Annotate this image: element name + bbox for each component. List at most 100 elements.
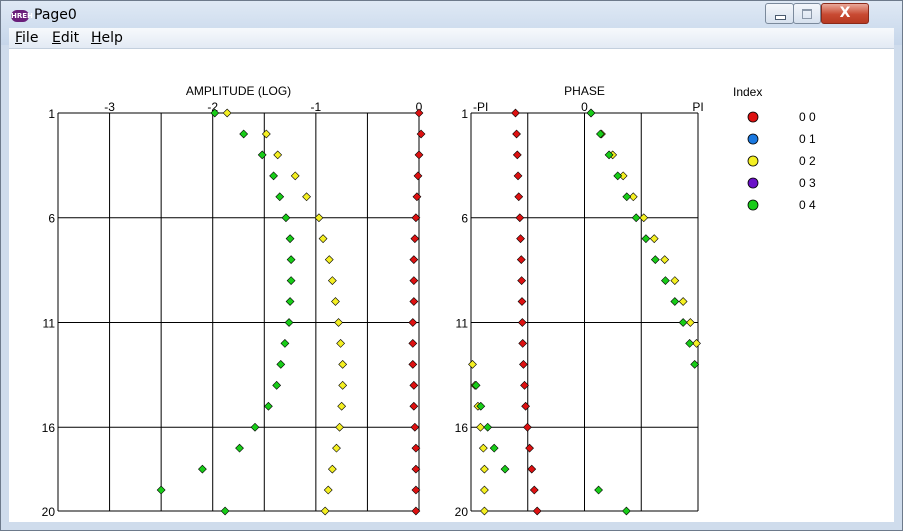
- data-point: [409, 297, 419, 306]
- data-point: [586, 108, 596, 118]
- data-point: [336, 339, 345, 348]
- data-point: [409, 276, 419, 285]
- legend-title: Index: [733, 85, 762, 99]
- data-point: [641, 234, 651, 244]
- y-tick-label: 6: [461, 212, 468, 226]
- data-point: [324, 255, 334, 265]
- data-point: [318, 234, 328, 244]
- data-point: [314, 213, 324, 223]
- data-point: [198, 464, 207, 474]
- data-point: [327, 276, 337, 285]
- data-point: [483, 422, 493, 432]
- data-point: [639, 213, 649, 223]
- data-point: [412, 192, 422, 202]
- maximize-icon: [802, 9, 812, 19]
- data-point: [414, 150, 424, 160]
- x-tick-label: -1: [311, 100, 322, 114]
- legend-marker: [747, 155, 759, 167]
- data-point: [323, 485, 333, 495]
- data-point: [613, 171, 623, 181]
- y-tick-label: 1: [48, 107, 55, 121]
- y-tick-label: 20: [42, 505, 56, 519]
- x-tick-label: 0: [581, 100, 588, 114]
- data-point: [521, 401, 530, 411]
- y-tick-label: 16: [455, 421, 469, 435]
- data-point: [678, 318, 688, 327]
- data-point: [594, 485, 603, 495]
- data-point: [515, 213, 525, 223]
- data-point: [529, 485, 539, 495]
- data-point: [480, 485, 489, 495]
- data-point: [408, 318, 418, 327]
- data-point: [335, 422, 344, 432]
- data-point: [512, 150, 522, 160]
- legend-marker: [747, 177, 759, 189]
- data-point: [525, 443, 534, 453]
- data-point: [302, 192, 311, 202]
- data-point: [257, 150, 267, 160]
- data-point: [275, 192, 285, 202]
- data-point: [220, 506, 230, 516]
- data-point: [410, 234, 420, 244]
- data-point: [513, 171, 523, 181]
- data-point: [290, 171, 300, 181]
- maximize-button[interactable]: [793, 3, 821, 24]
- data-point: [409, 255, 419, 265]
- data-point: [649, 234, 659, 244]
- data-point: [235, 443, 244, 453]
- data-point: [280, 339, 290, 348]
- data-point: [478, 443, 488, 453]
- close-icon: X: [839, 5, 851, 21]
- data-point: [250, 422, 260, 432]
- data-point: [338, 380, 348, 390]
- data-point: [596, 129, 605, 139]
- data-point: [273, 150, 283, 160]
- data-point: [650, 255, 660, 265]
- data-point: [338, 359, 348, 369]
- x-tick-label: -PI: [473, 100, 488, 114]
- data-point: [332, 443, 341, 453]
- data-point: [480, 506, 489, 516]
- data-point: [661, 276, 670, 285]
- data-point: [678, 297, 688, 306]
- x-tick-label: -3: [104, 100, 115, 114]
- minimize-button[interactable]: [765, 3, 794, 24]
- data-point: [480, 464, 489, 474]
- data-point: [500, 464, 510, 474]
- data-point: [264, 401, 273, 411]
- data-point: [156, 485, 166, 495]
- y-tick-label: 11: [43, 316, 56, 330]
- y-tick-label: 20: [455, 505, 469, 519]
- data-point: [690, 359, 700, 369]
- data-point: [210, 108, 220, 118]
- data-point: [471, 380, 481, 390]
- menu-help[interactable]: Help: [91, 30, 123, 46]
- data-point: [411, 443, 421, 453]
- data-point: [685, 318, 695, 327]
- menu-file[interactable]: File: [15, 30, 39, 46]
- menu-edit[interactable]: Edit: [52, 30, 80, 46]
- data-point: [618, 171, 628, 181]
- plot-area: 1 6 11 16 20 -3 -2 -1 0 AMPLITUDE (LOG) 1 6 11 16 20 -P…: [9, 49, 894, 522]
- data-point: [532, 506, 542, 516]
- data-point: [489, 443, 499, 453]
- data-point: [408, 359, 418, 369]
- data-point: [517, 318, 527, 327]
- data-point: [660, 255, 670, 265]
- data-point: [622, 506, 631, 516]
- data-point: [410, 422, 420, 432]
- legend-marker: [747, 133, 759, 145]
- data-point: [331, 297, 340, 306]
- app-logo-icon: HREH: [11, 10, 33, 22]
- data-point: [514, 192, 524, 202]
- data-point: [604, 150, 614, 160]
- data-point: [285, 234, 295, 244]
- data-point: [411, 213, 421, 223]
- data-point: [408, 339, 418, 348]
- close-button[interactable]: X: [821, 3, 869, 24]
- legend-label: 0 1: [799, 132, 816, 146]
- data-point: [285, 297, 295, 306]
- chart-title: PHASE: [564, 84, 605, 98]
- data-point: [281, 213, 291, 223]
